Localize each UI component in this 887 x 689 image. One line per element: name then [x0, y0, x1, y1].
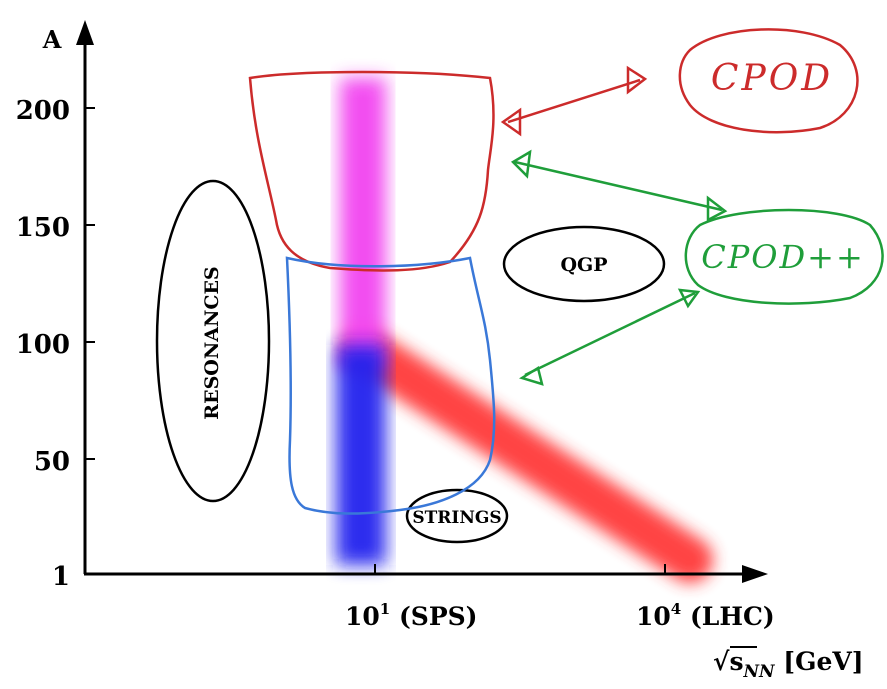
y-axis-arrow [76, 20, 94, 45]
qgp-region: QGP [502, 225, 666, 303]
cpod-bubble: CPOD [678, 28, 859, 134]
blue-band [336, 345, 386, 565]
cpod-plus-arrow-upper [510, 149, 728, 223]
magenta-band [340, 78, 386, 368]
cpod-plus-region-outline [285, 256, 496, 515]
axes: A 200 150 100 50 1 101 (SPS) 104 (LHC) √… [16, 20, 864, 682]
y-tick-label: 1 [52, 562, 70, 592]
strings-label: STRINGS [412, 508, 501, 528]
y-axis-label: A [42, 25, 62, 54]
x-tick-label-sps: 101 (SPS) [345, 600, 478, 631]
qgp-label: QGP [560, 254, 607, 276]
resonances-region: RESONANCES [155, 179, 271, 503]
resonances-label: RESONANCES [201, 266, 223, 419]
x-tick-label-lhc: 104 (LHC) [636, 600, 775, 631]
strings-region: STRINGS [405, 488, 509, 544]
red-band [342, 327, 713, 583]
x-axis-arrow [742, 565, 768, 583]
cpod-plus-arrow-lower [518, 288, 701, 386]
cpod-plus-bubble: CPOD++ [684, 208, 884, 305]
cpod-arrow [500, 65, 648, 137]
y-tick-label: 150 [16, 213, 70, 243]
x-axis-label: √sNN [GeV] [713, 647, 864, 682]
y-tick-label: 200 [16, 96, 70, 126]
y-tick-label: 50 [34, 447, 70, 477]
y-tick-label: 100 [16, 330, 70, 360]
cpod-label: CPOD [711, 58, 833, 99]
color-bands [336, 78, 713, 583]
cpod-plus-label: CPOD++ [701, 238, 865, 276]
